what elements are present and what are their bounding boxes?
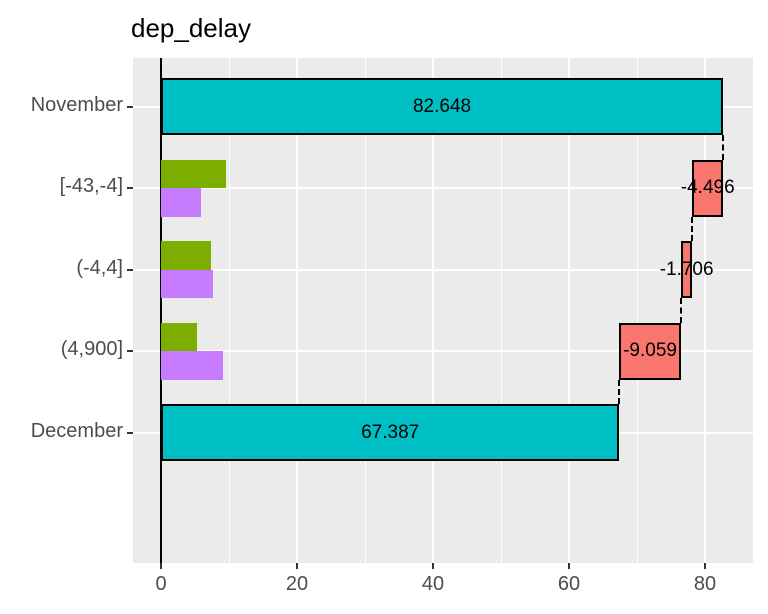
x-tick-label: 0 <box>155 573 167 595</box>
gridline-major-horizontal <box>133 187 753 190</box>
bar-value-label: 67.387 <box>361 421 420 443</box>
zero-line <box>160 58 163 563</box>
group1-bar <box>161 241 212 270</box>
y-tick-label: (4,900] <box>60 338 123 361</box>
waterfall-connector <box>691 216 694 242</box>
bar-value-label: -4.496 <box>680 177 735 199</box>
y-tick-label: [-43,-4] <box>59 175 123 198</box>
y-tick-label: December <box>30 419 123 442</box>
waterfall-connector <box>722 135 724 160</box>
delta-bar <box>619 322 681 380</box>
x-tick-label: 60 <box>557 573 581 595</box>
group1-bar <box>161 322 198 352</box>
y-axis-tick <box>127 187 133 190</box>
y-axis-tick <box>127 268 133 271</box>
gridline-major-vertical <box>296 58 299 563</box>
x-axis-tick <box>432 563 435 569</box>
waterfall-connector <box>618 379 621 405</box>
y-tick-label: November <box>30 93 123 116</box>
x-tick-label: 40 <box>421 573 445 595</box>
plot-panel: 82.648 -4.496 -1.706 -9.059 67.387 <box>133 58 753 563</box>
gridline-minor-vertical <box>364 58 366 563</box>
x-axis-tick <box>160 563 163 569</box>
gridline-minor-vertical <box>228 58 230 563</box>
gridline-minor-vertical <box>636 58 638 563</box>
y-axis-tick <box>127 105 133 108</box>
gridline-major-vertical <box>568 58 571 563</box>
delta-bar <box>680 241 693 299</box>
gridline-major-vertical <box>703 58 706 563</box>
group2-bar <box>161 188 202 217</box>
bar-value-label: -1.706 <box>659 258 714 280</box>
y-axis-tick <box>127 431 133 434</box>
delta-bar <box>692 159 723 217</box>
y-axis-tick <box>127 350 133 353</box>
total-bar <box>161 78 723 136</box>
group2-bar <box>161 269 213 299</box>
group1-bar <box>161 159 227 189</box>
gridline-major-horizontal <box>133 268 753 271</box>
gridline-major-horizontal <box>133 350 753 353</box>
chart-title: dep_delay <box>131 13 251 43</box>
bar-value-label: -9.059 <box>623 340 677 362</box>
gridline-major-vertical <box>432 58 435 563</box>
total-bar <box>161 404 620 462</box>
gridline-minor-vertical <box>500 58 502 563</box>
x-axis-tick <box>568 563 571 569</box>
waterfall-connector <box>679 298 682 323</box>
x-axis-tick <box>703 563 706 569</box>
x-tick-label: 80 <box>693 573 717 595</box>
y-tick-label: (-4,4] <box>76 256 123 279</box>
group2-bar <box>161 351 223 380</box>
x-tick-label: 20 <box>285 573 309 595</box>
x-axis-tick <box>296 563 299 569</box>
bar-value-label: 82.648 <box>412 95 472 117</box>
